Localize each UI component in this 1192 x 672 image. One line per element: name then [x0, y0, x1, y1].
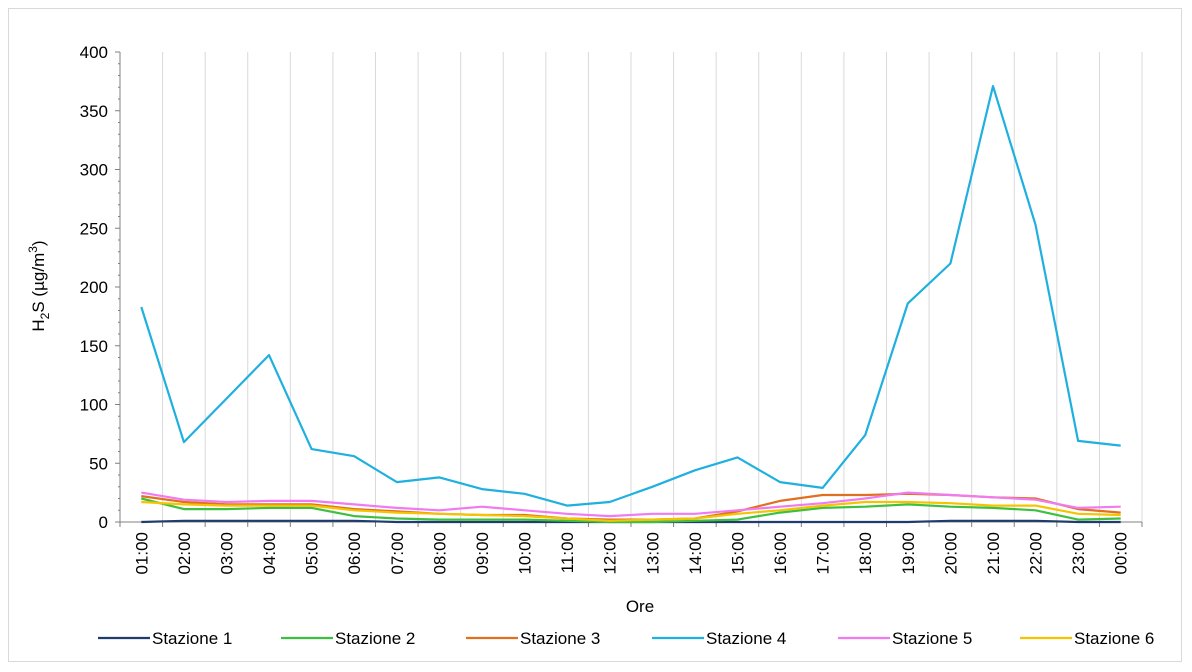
legend-label: Stazione 6: [1074, 629, 1154, 648]
x-tick-label: 06:00: [345, 532, 364, 575]
y-tick-label: 0: [99, 513, 108, 532]
legend-label: Stazione 1: [152, 629, 232, 648]
legend-label: Stazione 4: [706, 629, 786, 648]
legend-item-4: Stazione 4: [652, 629, 786, 648]
x-tick-label: 08:00: [430, 532, 449, 575]
y-axis-title-sub: 2: [38, 312, 52, 319]
y-tick-label: 200: [80, 278, 108, 297]
axes: [115, 51, 1143, 527]
x-tick-label: 01:00: [132, 532, 151, 575]
legend-item-2: Stazione 2: [281, 629, 415, 648]
x-tick-label: 04:00: [260, 532, 279, 575]
x-tick-label: 13:00: [643, 532, 662, 575]
x-tick-label: 20:00: [941, 532, 960, 575]
y-tick-label: 300: [80, 161, 108, 180]
series-lines: [140, 84, 1121, 524]
legend: Stazione 1 Stazione 2 Stazione 3 Stazione 4…: [98, 629, 1154, 648]
x-tick-label: 12:00: [601, 532, 620, 575]
y-tick-labels: 0 50 100 150 200 250 300 350 400: [80, 43, 108, 532]
x-tick-label: 21:00: [984, 532, 1003, 575]
x-tick-label: 23:00: [1069, 532, 1088, 575]
x-tick-label: 17:00: [814, 532, 833, 575]
y-tick-label: 150: [80, 337, 108, 356]
series-line-5: [141, 491, 1121, 518]
legend-item-3: Stazione 3: [466, 629, 600, 648]
series-line-6: [141, 500, 1121, 522]
series-line-4: [140, 84, 1121, 507]
legend-item-6: Stazione 6: [1020, 629, 1154, 648]
x-tick-label: 15:00: [728, 532, 747, 575]
x-tick-label: 11:00: [558, 532, 577, 573]
x-tick-label: 16:00: [771, 532, 790, 575]
y-tick-label: 100: [80, 396, 108, 415]
x-tick-label: 03:00: [217, 532, 236, 575]
x-tick-label: 10:00: [516, 532, 535, 575]
series-line-2: [141, 497, 1121, 524]
x-tick-label: 19:00: [899, 532, 918, 575]
x-axis-title: Ore: [626, 597, 654, 616]
x-tick-label: 00:00: [1112, 532, 1131, 575]
grid: [162, 52, 1143, 522]
y-tick-label: 350: [80, 102, 108, 121]
y-axis-title-sup: 3: [26, 246, 40, 253]
y-axis-title-mid: S (µg/m: [29, 253, 48, 313]
x-tick-label: 14:00: [686, 532, 705, 575]
legend-label: Stazione 5: [892, 629, 972, 648]
x-tick-labels: 01:00 02:00 03:00 04:00 05:00 06:00 07:00 08:00…: [132, 532, 1130, 575]
y-axis-title-suffix: ): [29, 240, 48, 246]
y-axis-title: H2S (µg/m3): [26, 240, 52, 331]
legend-item-5: Stazione 5: [838, 629, 972, 648]
y-tick-label: 400: [80, 43, 108, 62]
x-tick-label: 18:00: [856, 532, 875, 575]
x-tick-label: 09:00: [473, 532, 492, 575]
x-tick-label: 07:00: [388, 532, 407, 575]
x-tick-label: 02:00: [175, 532, 194, 575]
y-axis-title-prefix: H: [29, 319, 48, 331]
x-tick-label: 05:00: [303, 532, 322, 575]
x-tick-label: 22:00: [1027, 532, 1046, 575]
legend-label: Stazione 3: [520, 629, 600, 648]
legend-label: Stazione 2: [335, 629, 415, 648]
legend-item-1: Stazione 1: [98, 629, 232, 648]
y-tick-label: 250: [80, 219, 108, 238]
y-tick-label: 50: [89, 454, 108, 473]
